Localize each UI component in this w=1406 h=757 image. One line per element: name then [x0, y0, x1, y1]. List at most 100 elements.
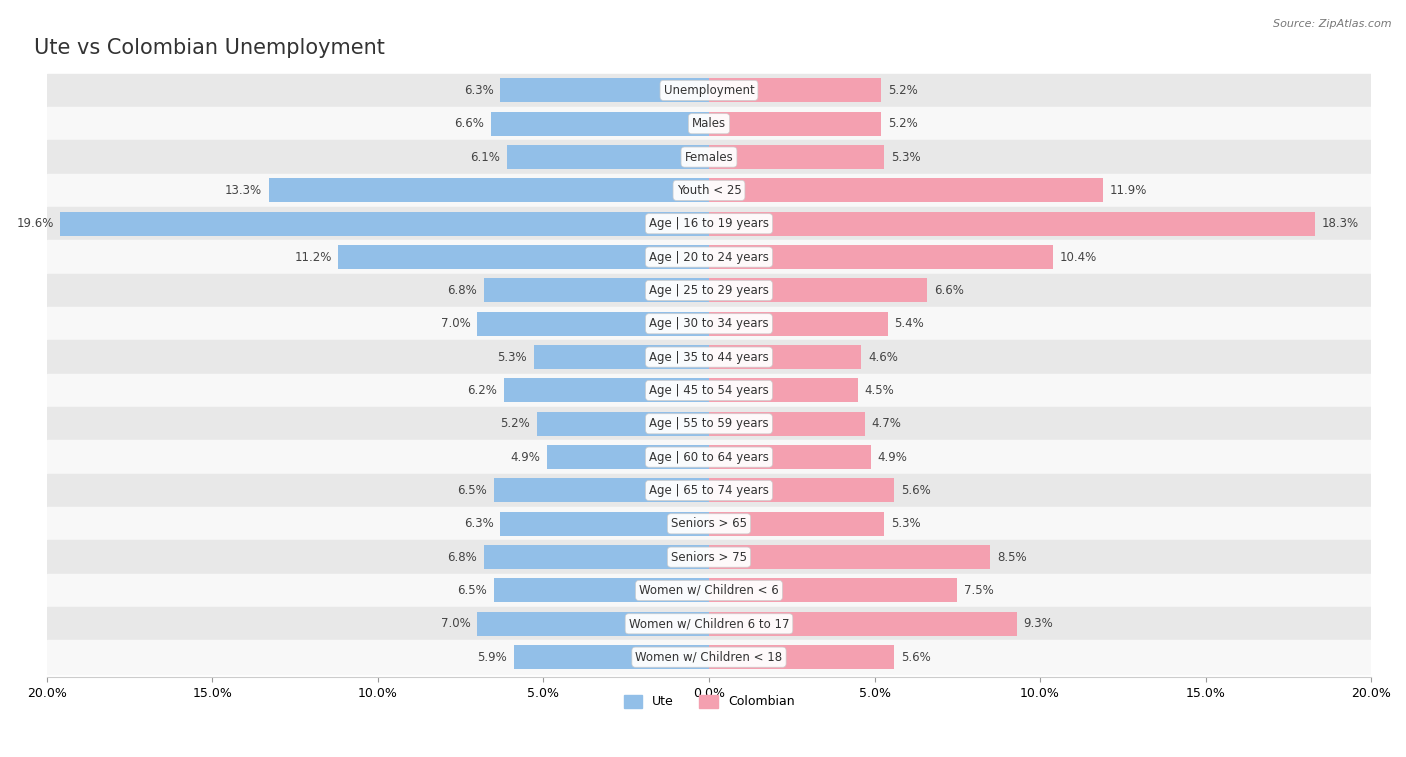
Text: Unemployment: Unemployment [664, 84, 755, 97]
Text: Females: Females [685, 151, 734, 164]
Text: 5.3%: 5.3% [891, 517, 921, 531]
Bar [709, 179, 1102, 202]
Text: 8.5%: 8.5% [997, 550, 1026, 564]
Bar [46, 73, 1371, 107]
Text: Age | 65 to 74 years: Age | 65 to 74 years [650, 484, 769, 497]
Bar [46, 507, 1371, 540]
Bar [46, 374, 1371, 407]
Bar [709, 279, 928, 303]
Text: 5.6%: 5.6% [901, 651, 931, 664]
Bar [46, 474, 1371, 507]
Bar [709, 478, 894, 503]
Bar [709, 312, 887, 336]
Bar [709, 612, 1017, 636]
Bar [709, 245, 1053, 269]
Bar [709, 212, 1315, 235]
Bar [484, 279, 709, 303]
Bar [709, 79, 882, 102]
Text: Age | 16 to 19 years: Age | 16 to 19 years [650, 217, 769, 230]
Text: 6.8%: 6.8% [447, 550, 477, 564]
Bar [501, 512, 709, 536]
Bar [709, 545, 990, 569]
Bar [709, 145, 884, 169]
Bar [46, 140, 1371, 173]
Bar [46, 341, 1371, 374]
Bar [46, 640, 1371, 674]
Bar [46, 540, 1371, 574]
Bar [501, 79, 709, 102]
Text: Seniors > 75: Seniors > 75 [671, 550, 747, 564]
Text: 6.5%: 6.5% [457, 584, 488, 597]
Text: Age | 25 to 29 years: Age | 25 to 29 years [650, 284, 769, 297]
Bar [46, 241, 1371, 274]
Legend: Ute, Colombian: Ute, Colombian [619, 690, 800, 713]
Text: Age | 30 to 34 years: Age | 30 to 34 years [650, 317, 769, 330]
Bar [709, 112, 882, 136]
Bar [46, 441, 1371, 474]
Text: 4.5%: 4.5% [865, 384, 894, 397]
Text: 9.3%: 9.3% [1024, 617, 1053, 631]
Bar [484, 545, 709, 569]
Bar [491, 112, 709, 136]
Text: Seniors > 65: Seniors > 65 [671, 517, 747, 531]
Text: 5.9%: 5.9% [477, 651, 508, 664]
Bar [46, 173, 1371, 207]
Bar [494, 578, 709, 603]
Bar [46, 207, 1371, 241]
Text: Age | 55 to 59 years: Age | 55 to 59 years [650, 417, 769, 430]
Bar [709, 645, 894, 669]
Bar [46, 107, 1371, 140]
Text: 4.9%: 4.9% [877, 450, 908, 463]
Text: 5.2%: 5.2% [887, 117, 918, 130]
Bar [46, 607, 1371, 640]
Text: 6.3%: 6.3% [464, 84, 494, 97]
Text: Males: Males [692, 117, 725, 130]
Text: Women w/ Children < 18: Women w/ Children < 18 [636, 651, 783, 664]
Bar [477, 612, 709, 636]
Text: 7.0%: 7.0% [441, 317, 471, 330]
Text: 7.0%: 7.0% [441, 617, 471, 631]
Bar [709, 445, 872, 469]
Text: Age | 20 to 24 years: Age | 20 to 24 years [650, 251, 769, 263]
Text: 4.6%: 4.6% [868, 350, 898, 363]
Bar [547, 445, 709, 469]
Text: Age | 60 to 64 years: Age | 60 to 64 years [650, 450, 769, 463]
Text: 6.3%: 6.3% [464, 517, 494, 531]
Bar [60, 212, 709, 235]
Text: 6.2%: 6.2% [467, 384, 498, 397]
Bar [709, 578, 957, 603]
Text: Women w/ Children < 6: Women w/ Children < 6 [640, 584, 779, 597]
Text: 4.7%: 4.7% [872, 417, 901, 430]
Bar [537, 412, 709, 436]
Text: 6.1%: 6.1% [471, 151, 501, 164]
Bar [709, 512, 884, 536]
Text: 6.8%: 6.8% [447, 284, 477, 297]
Text: Age | 45 to 54 years: Age | 45 to 54 years [650, 384, 769, 397]
Bar [709, 378, 858, 403]
Bar [533, 345, 709, 369]
Text: 18.3%: 18.3% [1322, 217, 1358, 230]
Text: 6.6%: 6.6% [454, 117, 484, 130]
Bar [339, 245, 709, 269]
Text: 13.3%: 13.3% [225, 184, 262, 197]
Text: 5.4%: 5.4% [894, 317, 924, 330]
Text: Ute vs Colombian Unemployment: Ute vs Colombian Unemployment [34, 38, 385, 58]
Text: Age | 35 to 44 years: Age | 35 to 44 years [650, 350, 769, 363]
Text: Youth < 25: Youth < 25 [676, 184, 741, 197]
Text: 11.2%: 11.2% [294, 251, 332, 263]
Bar [269, 179, 709, 202]
Bar [709, 345, 862, 369]
Bar [709, 412, 865, 436]
Bar [513, 645, 709, 669]
Text: 4.9%: 4.9% [510, 450, 540, 463]
Text: 10.4%: 10.4% [1060, 251, 1097, 263]
Bar [494, 478, 709, 503]
Bar [46, 574, 1371, 607]
Bar [508, 145, 709, 169]
Text: 5.3%: 5.3% [891, 151, 921, 164]
Text: 7.5%: 7.5% [965, 584, 994, 597]
Bar [503, 378, 709, 403]
Text: Source: ZipAtlas.com: Source: ZipAtlas.com [1274, 19, 1392, 29]
Bar [477, 312, 709, 336]
Text: 6.5%: 6.5% [457, 484, 488, 497]
